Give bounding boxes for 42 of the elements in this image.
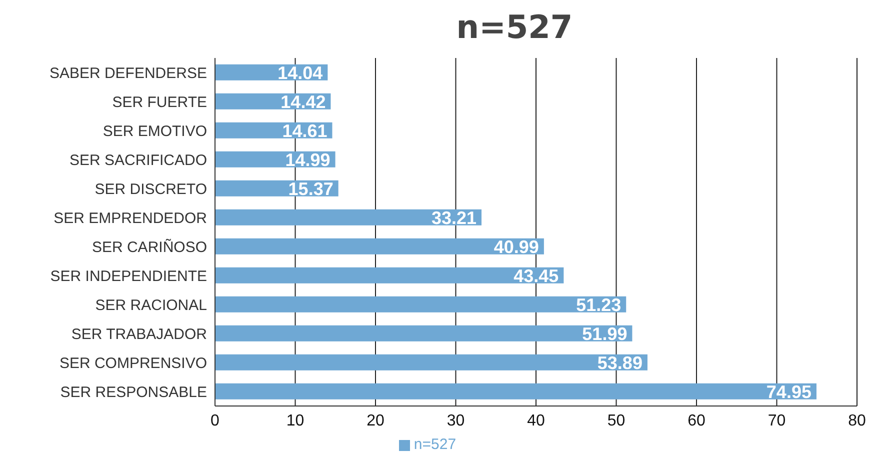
data-label: 51.99 <box>582 324 628 344</box>
y-tick-label: SER FUERTE <box>112 94 207 111</box>
x-tick-label: 10 <box>286 412 304 430</box>
data-label: 14.99 <box>285 150 330 170</box>
chart-title: n=527 <box>455 8 574 48</box>
bar <box>215 325 632 342</box>
x-tick-label: 30 <box>446 412 465 430</box>
x-tick-label: 40 <box>527 412 545 430</box>
y-tick-label: SER SACRIFICADO <box>69 152 207 169</box>
data-label: 40.99 <box>494 236 539 257</box>
data-label: 14.04 <box>278 62 323 83</box>
bar <box>215 296 626 312</box>
bar <box>215 238 544 254</box>
bar <box>215 209 482 226</box>
data-label: 14.42 <box>280 92 326 112</box>
y-tick-label: SABER DEFENDERSE <box>49 64 207 82</box>
y-tick-label: SER EMPRENDEDOR <box>54 210 208 227</box>
bar <box>215 354 648 370</box>
legend-label: n=527 <box>414 436 456 453</box>
y-tick-label: SER TRABAJADOR <box>71 326 208 343</box>
x-tick-label: 0 <box>210 412 220 430</box>
data-label: 51.23 <box>576 294 622 315</box>
x-tick-label: 50 <box>607 412 626 430</box>
x-tick-label: 60 <box>688 412 706 430</box>
y-tick-label: SER RESPONSABLE <box>60 384 207 401</box>
y-tick-label: SER EMOTIVO <box>102 122 207 140</box>
x-tick-label: 20 <box>366 412 384 430</box>
bar <box>215 267 564 284</box>
data-label: 74.95 <box>766 382 812 402</box>
y-tick-label: SER DISCRETO <box>94 180 207 198</box>
y-tick-label: SER COMPRENSIVO <box>59 354 207 372</box>
data-label: 15.37 <box>288 178 334 199</box>
x-tick-label: 80 <box>848 412 866 430</box>
data-label: 14.61 <box>282 120 328 141</box>
y-tick-label: SER INDEPENDIENTE <box>50 268 207 285</box>
data-label: 33.21 <box>431 208 477 228</box>
y-tick-label: SER CARIÑOSO <box>92 238 207 256</box>
y-tick-label: SER RACIONAL <box>95 296 207 314</box>
data-label: 43.45 <box>514 266 559 286</box>
bar <box>215 383 816 400</box>
x-tick-label: 70 <box>768 412 786 430</box>
data-label: 53.89 <box>597 352 642 373</box>
